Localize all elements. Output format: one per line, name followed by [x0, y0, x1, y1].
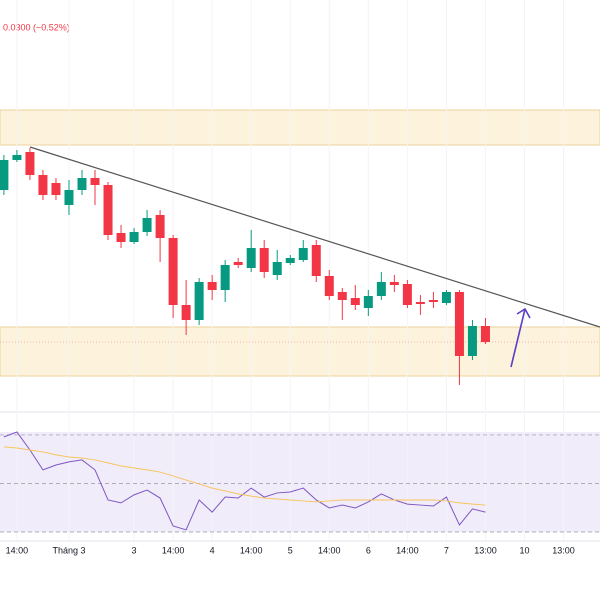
x-tick-label: 14:00 [6, 545, 29, 555]
x-tick-label: 14:00 [318, 545, 341, 555]
candle-body [155, 215, 165, 238]
candle-body [181, 305, 191, 320]
support-zone [0, 326, 600, 377]
x-tick-label: 14:00 [396, 545, 419, 555]
candle-body [285, 258, 295, 263]
candle-body [77, 178, 87, 190]
rsi-band [0, 432, 600, 532]
candle-body [441, 292, 451, 303]
candle-body [12, 155, 22, 160]
x-tick-label: 14:00 [162, 545, 185, 555]
x-tick-label: 6 [366, 545, 371, 555]
candle-body [454, 292, 464, 356]
arrow [510, 307, 531, 368]
candle-body [415, 302, 425, 304]
x-tick-label: Tháng 3 [52, 545, 85, 555]
candle-body [311, 245, 321, 276]
candle-body [168, 238, 178, 305]
x-tick-label: 5 [288, 545, 293, 555]
candle-body [298, 248, 308, 260]
candle-body [467, 326, 477, 356]
candle-body [389, 282, 399, 285]
candle-body [116, 233, 126, 242]
candle-body [142, 218, 152, 232]
trend-line [29, 146, 600, 328]
candle-body [428, 300, 438, 302]
candle-body [337, 292, 347, 300]
candle-body [38, 175, 48, 195]
rsi-line [3, 431, 486, 531]
candle-body [350, 298, 360, 305]
x-tick-label: 13:00 [552, 545, 575, 555]
x-tick-label: 7 [444, 545, 449, 555]
candle-body [129, 232, 139, 242]
candle-body [259, 248, 269, 272]
candle-body [324, 276, 334, 296]
x-tick-label: 3 [132, 545, 137, 555]
candle-body [207, 282, 217, 290]
x-tick-label: 14:00 [240, 545, 263, 555]
resistance-zone [0, 109, 600, 146]
candle-body [64, 190, 74, 205]
candle-body [376, 282, 386, 296]
x-tick-label: 10 [520, 545, 530, 555]
candle-body [363, 296, 373, 308]
candle-body [480, 326, 490, 342]
candle-body [25, 152, 35, 175]
x-tick-label: 4 [210, 545, 215, 555]
candle-body [90, 178, 100, 185]
candle-body [51, 183, 61, 195]
candle-body [246, 248, 256, 268]
candle-body [220, 265, 230, 290]
price-change: 0.0300 (−0.52%) [3, 22, 70, 32]
candle-body [402, 284, 412, 305]
candle-body [103, 185, 113, 235]
candle-body [272, 262, 282, 275]
x-tick-label: 13:00 [474, 545, 497, 555]
candle-body [233, 262, 243, 265]
rsi-line [3, 446, 486, 506]
candle-body [0, 160, 9, 190]
candle-body [194, 282, 204, 320]
